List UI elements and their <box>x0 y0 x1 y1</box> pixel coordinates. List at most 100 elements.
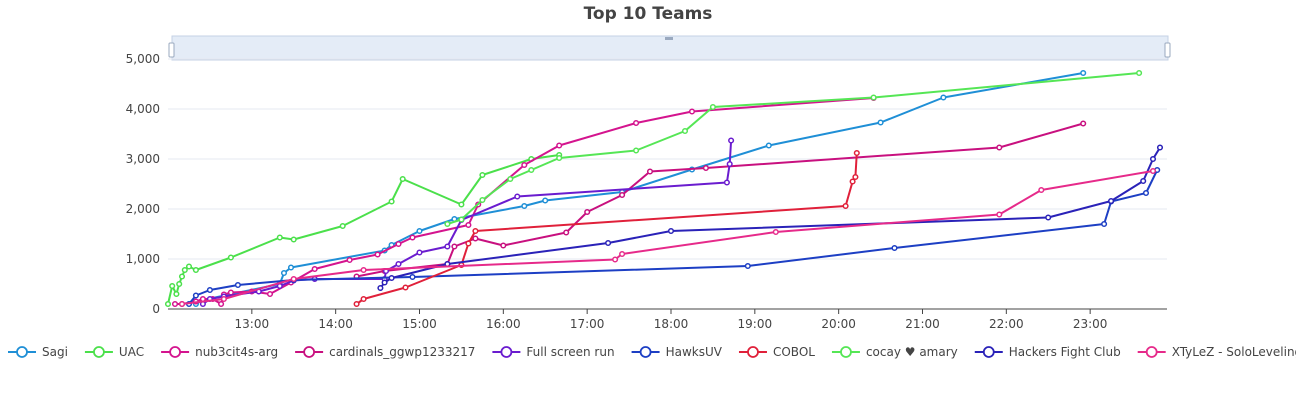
data-point[interactable] <box>280 269 288 277</box>
data-point[interactable] <box>1156 144 1164 151</box>
data-point[interactable] <box>996 211 1003 218</box>
data-point[interactable] <box>1038 186 1045 194</box>
data-point[interactable] <box>619 191 626 199</box>
data-point[interactable] <box>646 168 654 175</box>
data-point[interactable] <box>178 273 186 280</box>
data-point[interactable] <box>556 154 563 162</box>
data-point[interactable] <box>877 119 884 126</box>
data-point[interactable] <box>853 149 860 157</box>
legend-item[interactable]: cocay ♥ amary <box>831 345 958 359</box>
data-point[interactable] <box>399 175 406 183</box>
data-point[interactable] <box>276 234 283 241</box>
data-point[interactable] <box>479 196 486 204</box>
data-point[interactable] <box>849 178 856 185</box>
data-point[interactable] <box>388 198 395 205</box>
data-point[interactable] <box>500 242 507 249</box>
legend-item[interactable]: Hackers Fight Club <box>974 345 1121 359</box>
data-point[interactable] <box>227 254 234 261</box>
data-point[interactable] <box>377 284 384 292</box>
data-point[interactable] <box>458 216 465 223</box>
range-slider[interactable] <box>168 35 1171 61</box>
data-point[interactable] <box>416 227 423 235</box>
data-point[interactable] <box>728 137 735 144</box>
data-point[interactable] <box>852 173 859 181</box>
data-point[interactable] <box>381 279 388 286</box>
data-point[interactable] <box>311 265 318 273</box>
legend-item[interactable]: COBOL <box>738 345 815 359</box>
data-point[interactable] <box>1101 220 1108 228</box>
data-point[interactable] <box>266 290 274 298</box>
data-point[interactable] <box>171 300 179 308</box>
data-point[interactable] <box>744 262 751 270</box>
data-point[interactable] <box>870 94 877 101</box>
data-point[interactable] <box>605 239 612 247</box>
data-point[interactable] <box>940 94 947 101</box>
data-point[interactable] <box>633 119 640 127</box>
data-point[interactable] <box>465 221 472 229</box>
data-point[interactable] <box>702 164 709 172</box>
data-point[interactable] <box>765 142 772 149</box>
data-point[interactable] <box>444 243 451 250</box>
data-point[interactable] <box>528 166 535 174</box>
data-point[interactable] <box>181 266 188 274</box>
legend-item[interactable]: XTyLeZ - SoloLeveling <box>1137 345 1296 359</box>
range-slider-grip[interactable] <box>665 37 673 40</box>
data-point[interactable] <box>465 240 472 247</box>
data-point[interactable] <box>290 236 297 243</box>
data-point[interactable] <box>416 249 423 256</box>
legend-item[interactable]: Full screen run <box>492 345 615 359</box>
data-point[interactable] <box>479 171 486 179</box>
legend-item[interactable]: cardinals_ggwp1233217 <box>295 345 475 359</box>
legend-item[interactable]: UAC <box>84 345 144 359</box>
data-point[interactable] <box>612 256 619 263</box>
data-point[interactable] <box>521 202 528 210</box>
data-point[interactable] <box>1136 69 1143 77</box>
data-point[interactable] <box>772 228 779 236</box>
data-point[interactable] <box>458 201 465 208</box>
data-point[interactable] <box>726 160 733 168</box>
data-point[interactable] <box>360 266 367 274</box>
data-point[interactable] <box>1142 189 1150 197</box>
data-point[interactable] <box>633 147 640 154</box>
data-point[interactable] <box>164 300 172 308</box>
data-point[interactable] <box>395 260 402 268</box>
data-point[interactable] <box>514 193 521 200</box>
data-point[interactable] <box>1140 177 1147 185</box>
data-point[interactable] <box>619 250 626 258</box>
range-slider-left-handle[interactable] <box>168 42 175 58</box>
data-point[interactable] <box>842 202 849 210</box>
data-point[interactable] <box>388 274 395 282</box>
data-point[interactable] <box>409 273 416 281</box>
data-point[interactable] <box>472 235 479 242</box>
data-point[interactable] <box>521 161 528 169</box>
data-point[interactable] <box>339 222 346 230</box>
data-point[interactable] <box>192 292 199 299</box>
legend-item[interactable]: nub3cit4s-arg <box>161 345 278 359</box>
data-point[interactable] <box>346 256 353 264</box>
data-point[interactable] <box>176 280 183 288</box>
data-point[interactable] <box>220 295 227 303</box>
data-point[interactable] <box>556 142 563 149</box>
data-point[interactable] <box>688 108 696 115</box>
data-point[interactable] <box>709 103 716 111</box>
data-point[interactable] <box>1149 167 1157 175</box>
data-point[interactable] <box>1080 120 1087 127</box>
data-point[interactable] <box>681 127 689 135</box>
data-point[interactable] <box>891 244 898 252</box>
data-point[interactable] <box>542 197 549 204</box>
data-point[interactable] <box>507 175 514 183</box>
data-point[interactable] <box>287 264 295 271</box>
data-point[interactable] <box>409 234 416 241</box>
data-point[interactable] <box>178 300 186 308</box>
data-point[interactable] <box>451 243 458 250</box>
data-point[interactable] <box>444 220 451 228</box>
data-point[interactable] <box>234 281 241 289</box>
data-point[interactable] <box>1080 69 1087 77</box>
data-point[interactable] <box>472 227 479 235</box>
data-point[interactable] <box>360 295 367 303</box>
data-point[interactable] <box>402 284 409 291</box>
data-point[interactable] <box>723 179 730 186</box>
data-point[interactable] <box>1149 155 1157 163</box>
data-point[interactable] <box>353 300 360 308</box>
data-point[interactable] <box>290 275 297 283</box>
